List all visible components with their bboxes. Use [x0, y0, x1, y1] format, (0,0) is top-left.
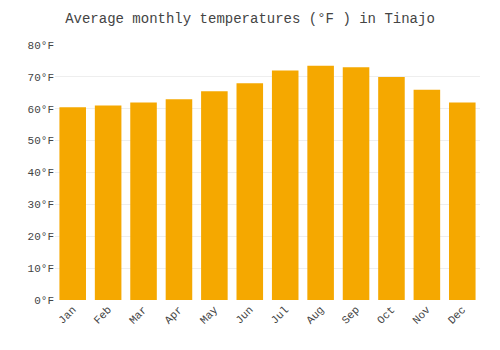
svg-text:Oct: Oct	[375, 304, 397, 326]
svg-text:0°F: 0°F	[34, 295, 54, 307]
svg-text:30°F: 30°F	[28, 199, 54, 211]
svg-text:Jan: Jan	[56, 304, 78, 326]
svg-text:80°F: 80°F	[28, 40, 54, 52]
svg-text:Sep: Sep	[340, 304, 362, 326]
svg-text:10°F: 10°F	[28, 263, 54, 275]
svg-text:Jul: Jul	[269, 304, 291, 326]
svg-text:Nov: Nov	[410, 304, 433, 327]
svg-text:Mar: Mar	[127, 304, 149, 326]
svg-text:Feb: Feb	[92, 304, 114, 326]
svg-text:70°F: 70°F	[28, 72, 54, 84]
svg-text:60°F: 60°F	[28, 104, 54, 116]
svg-text:Dec: Dec	[446, 304, 468, 326]
svg-text:May: May	[198, 304, 221, 327]
svg-text:Apr: Apr	[162, 304, 184, 326]
svg-text:Aug: Aug	[304, 304, 326, 326]
svg-text:Jun: Jun	[233, 304, 255, 326]
svg-text:40°F: 40°F	[28, 167, 54, 179]
svg-text:Average monthly temperatures (: Average monthly temperatures (°F ) in Ti…	[65, 11, 435, 27]
svg-text:20°F: 20°F	[28, 231, 54, 243]
svg-text:50°F: 50°F	[28, 135, 54, 147]
